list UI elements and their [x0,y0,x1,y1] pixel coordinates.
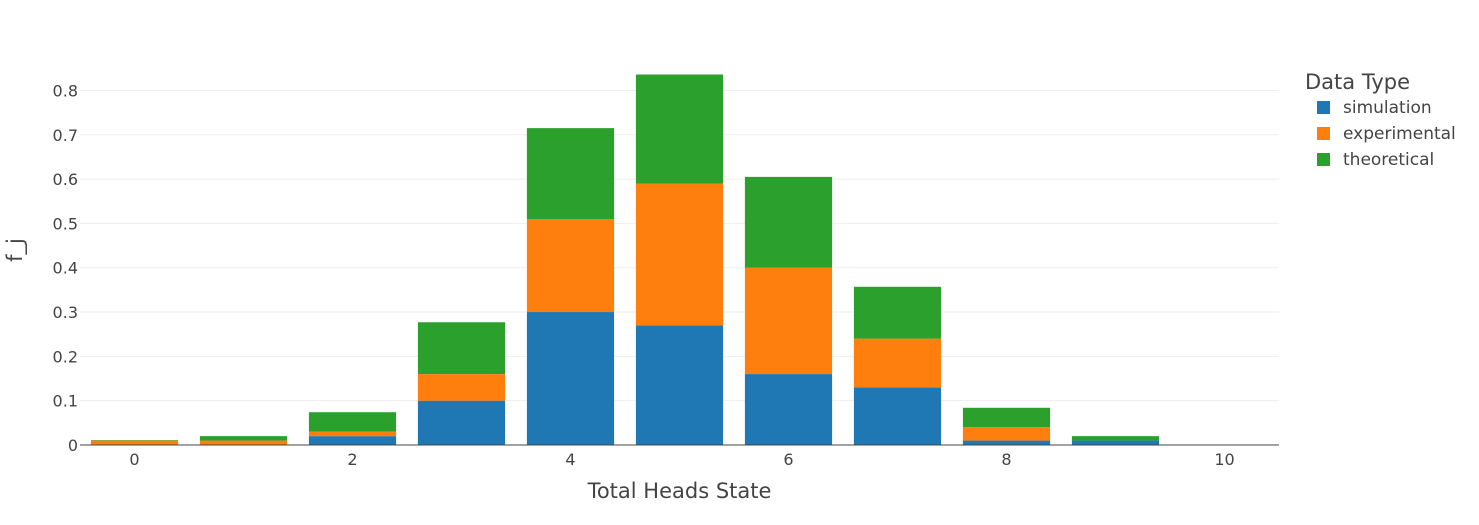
y-tick-label: 0 [68,436,78,455]
y-axis-title: f_j [3,238,28,262]
bar-experimental-1 [199,440,288,445]
legend-swatch-theoretical [1317,153,1330,166]
bar-theoretical-3 [417,322,506,375]
bar-simulation-2 [308,436,397,445]
x-tick-labels: 0 2 4 6 8 10 [129,450,1234,469]
legend: Data Type simulation experimental theoreti… [1305,70,1456,170]
y-tick-label: 0.5 [53,214,78,233]
bar-theoretical-5 [635,74,724,184]
x-tick-label: 2 [347,450,357,469]
y-tick-label: 0.1 [53,392,78,411]
y-tick-label: 0.4 [53,259,78,278]
x-tick-label: 8 [1001,450,1011,469]
bar-experimental-7 [853,338,942,388]
bar-simulation-4 [526,312,615,445]
y-tick-label: 0.7 [53,126,78,145]
y-tick-label: 0.8 [53,81,78,100]
legend-swatch-simulation [1317,101,1330,114]
x-axis-title: Total Heads State [587,479,772,503]
y-tick-label: 0.2 [53,347,78,366]
y-tick-label: 0.6 [53,170,78,189]
bar-theoretical-7 [853,286,942,339]
bars [90,74,1269,446]
y-tick-labels: 0 0.1 0.2 0.3 0.4 0.5 0.6 0.7 0.8 [53,81,78,455]
x-tick-label: 4 [565,450,575,469]
x-tick-label: 0 [129,450,139,469]
bar-theoretical-6 [744,176,833,268]
bar-theoretical-1 [199,436,288,441]
bar-simulation-8 [962,440,1051,445]
legend-items: simulation experimental theoretical [1317,98,1456,170]
bar-theoretical-0 [90,440,179,441]
legend-label: simulation [1343,98,1432,118]
bar-theoretical-4 [526,128,615,219]
bar-simulation-9 [1071,440,1160,445]
bar-experimental-5 [635,183,724,326]
x-tick-label: 6 [783,450,793,469]
bar-experimental-2 [308,431,397,437]
bar-theoretical-9 [1071,436,1160,441]
x-tick-label: 10 [1214,450,1234,469]
legend-label: theoretical [1343,150,1434,170]
bar-theoretical-2 [308,412,397,432]
bar-simulation-3 [417,400,506,445]
bar-experimental-3 [417,374,506,401]
legend-swatch-experimental [1317,127,1330,140]
bar-theoretical-8 [962,407,1051,428]
bar-simulation-6 [744,374,833,445]
legend-label: experimental [1343,124,1456,144]
y-tick-label: 0.3 [53,303,78,322]
bar-experimental-6 [744,267,833,375]
bar-simulation-7 [853,387,942,445]
legend-title: Data Type [1305,70,1410,94]
bar-experimental-8 [962,427,1051,441]
bar-experimental-0 [90,440,179,445]
bar-simulation-5 [635,325,724,445]
bar-experimental-4 [526,218,615,313]
